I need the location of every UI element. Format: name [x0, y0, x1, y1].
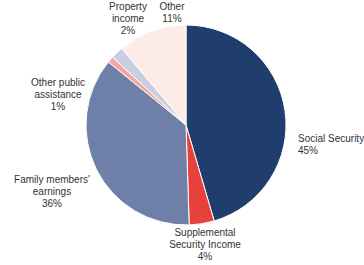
svg-text:SupplementalSecurity Income4%: SupplementalSecurity Income4%	[169, 227, 241, 262]
svg-text:Social Security45%: Social Security45%	[298, 133, 364, 156]
svg-text:Other publicassistance1%: Other publicassistance1%	[31, 77, 85, 112]
svg-text:Family members'earnings36%: Family members'earnings36%	[14, 174, 90, 209]
svg-text:Other11%: Other11%	[159, 1, 185, 24]
svg-text:Propertyincome2%: Propertyincome2%	[109, 1, 147, 36]
